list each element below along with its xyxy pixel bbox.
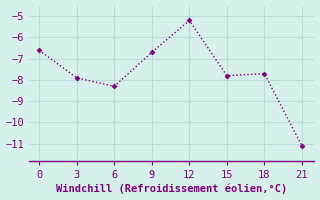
- X-axis label: Windchill (Refroidissement éolien,°C): Windchill (Refroidissement éolien,°C): [56, 184, 287, 194]
